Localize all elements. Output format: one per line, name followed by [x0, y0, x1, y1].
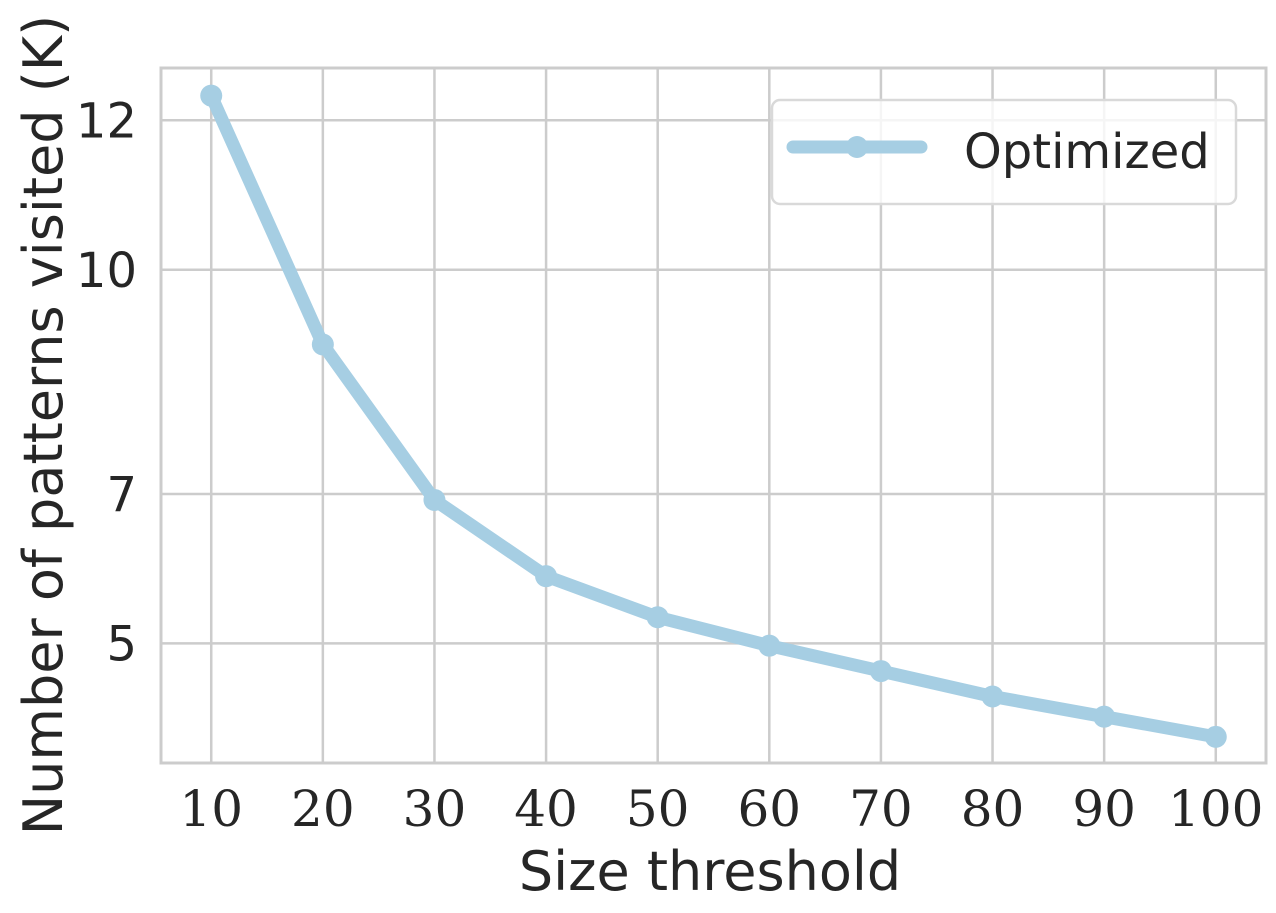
- data-point: [869, 660, 892, 683]
- series-line-optimized: [204, 89, 1223, 744]
- y-tick-label: 5: [106, 616, 137, 672]
- x-tick-label: 30: [403, 780, 467, 838]
- data-point: [758, 634, 781, 657]
- x-tick-label: 100: [1168, 780, 1263, 838]
- data-point: [981, 685, 1004, 708]
- y-tick-label: 7: [106, 467, 137, 523]
- x-tick-label: 10: [179, 780, 243, 838]
- data-point: [1204, 725, 1227, 748]
- data-point: [311, 333, 334, 356]
- data-point: [646, 606, 669, 629]
- y-tick-label: 10: [76, 243, 137, 299]
- x-tick-label: 50: [626, 780, 690, 838]
- y-axis-label: Number of patterns visited (K): [12, 15, 75, 836]
- y-tick-labels: 5 7 10 12: [76, 93, 137, 672]
- x-tick-label: 20: [291, 780, 355, 838]
- y-tick-label: 12: [76, 93, 137, 149]
- x-tick-label: 60: [737, 780, 801, 838]
- legend-box: [770, 98, 1238, 206]
- legend-marker-optimized: [846, 136, 868, 158]
- data-point: [535, 565, 558, 588]
- x-tick-labels: 10 20 30 40 50 60 70 80 90 100: [179, 780, 1263, 838]
- legend-label-optimized: Optimized: [964, 124, 1210, 180]
- x-tick-label: 80: [961, 780, 1025, 838]
- data-point: [200, 84, 223, 107]
- data-point: [1093, 705, 1116, 728]
- x-tick-label: 70: [849, 780, 913, 838]
- series-layer: [200, 84, 1227, 748]
- legend: Optimized: [770, 98, 1238, 206]
- data-point: [423, 488, 446, 511]
- plot-frame: [159, 66, 1268, 765]
- x-tick-label: 40: [514, 780, 578, 838]
- x-axis-label: Size threshold: [519, 840, 901, 903]
- x-tick-label: 90: [1072, 780, 1136, 838]
